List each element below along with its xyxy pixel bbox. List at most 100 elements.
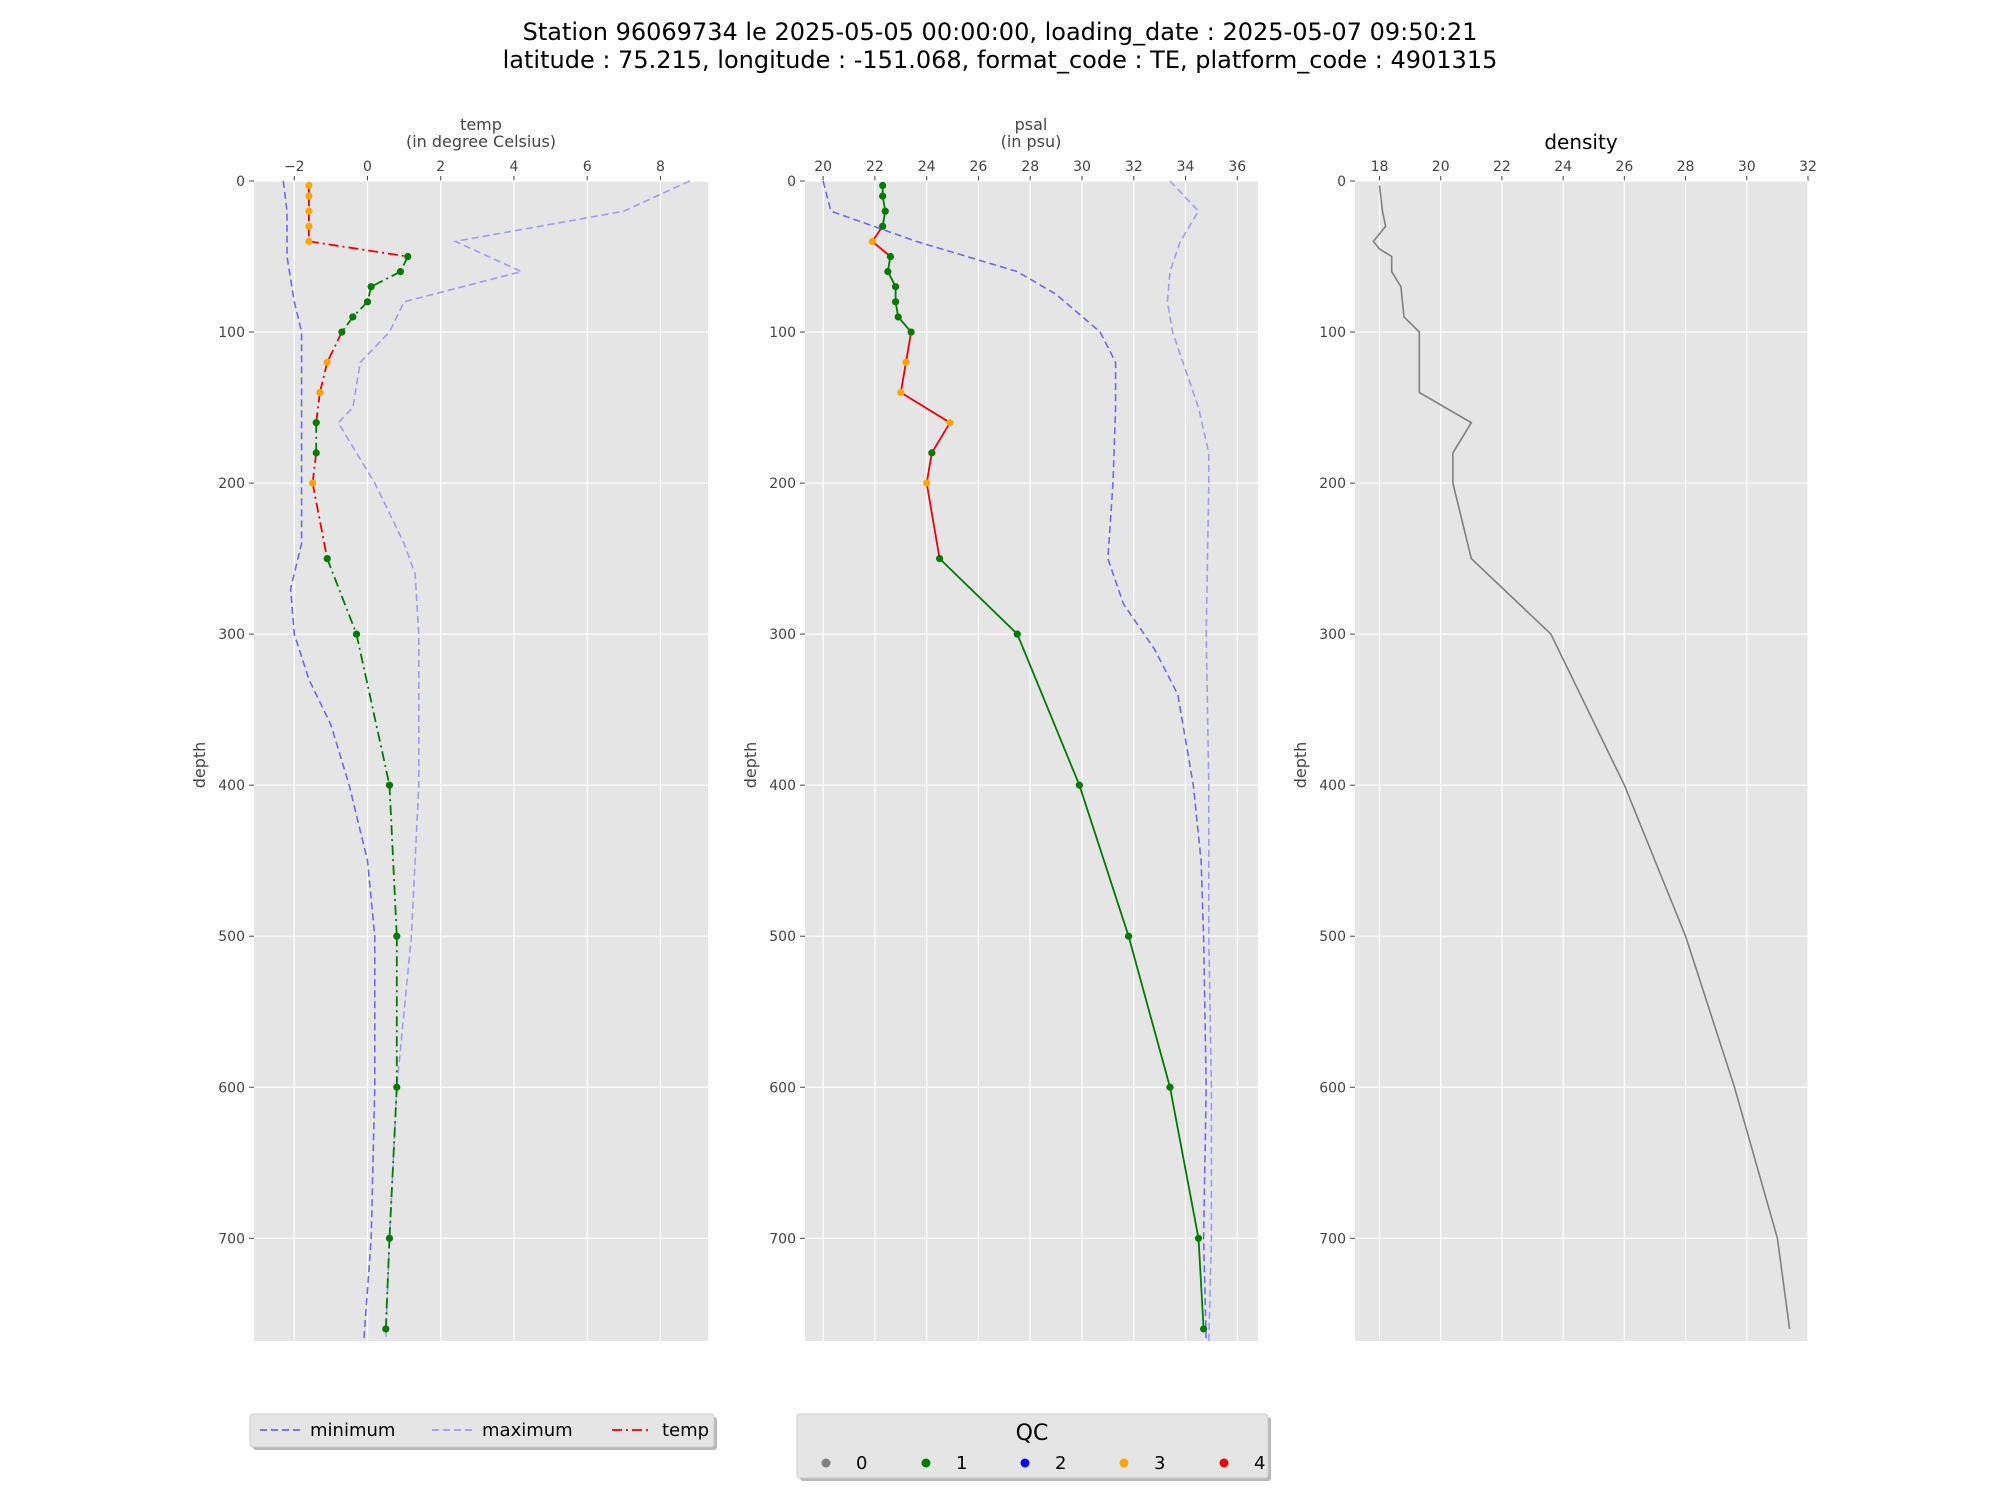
- psal-psal-segment: [938, 557, 1018, 635]
- temp-ytick-label: 0: [236, 174, 245, 190]
- temp-qc-point: [305, 181, 313, 190]
- temp-xtick-label: 2: [436, 159, 445, 175]
- psal-xtick-label: 22: [866, 159, 884, 175]
- temp-qc-point: [367, 283, 375, 291]
- legend-temp-label: temp: [662, 1420, 709, 1441]
- temp-temp-segment: [355, 633, 391, 786]
- psal-qc-point: [892, 298, 900, 306]
- temp-qc-point: [363, 298, 372, 306]
- temp-qc-point: [308, 479, 317, 487]
- psal-qc-point: [894, 313, 902, 321]
- psal-axis-unit: (in psu): [1001, 132, 1062, 151]
- qc-legend: QC 0 1 2 3 4: [796, 1413, 1271, 1481]
- psal-qc-point: [879, 222, 887, 230]
- psal-profile-panel: 20 22 24 26 28 30 32 34 36 0 100 200 300 400 500 600 700…: [741, 115, 1258, 1342]
- temp-xtick-label: 0: [363, 159, 372, 175]
- temp-qc-point: [352, 630, 361, 638]
- density-xtick-label: 22: [1493, 159, 1511, 175]
- temp-qc-point: [338, 328, 346, 336]
- density-ytick-label: 200: [1319, 476, 1346, 492]
- temp-temp-segment: [388, 785, 398, 937]
- psal-xtick-label: 26: [970, 159, 988, 175]
- temp-ytick-label: 600: [218, 1080, 245, 1096]
- density-ytick-label: 600: [1319, 1080, 1346, 1096]
- title-line-1: Station 96069734 le 2025-05-05 00:00:00,…: [523, 18, 1478, 46]
- temp-qc-point: [393, 1083, 401, 1091]
- psal-qc-point: [907, 328, 915, 336]
- psal-xtick-label: 30: [1073, 159, 1091, 175]
- qc-legend-label-3: 3: [1154, 1453, 1165, 1474]
- temp-temp-segment: [319, 362, 329, 393]
- temp-temp-segment: [370, 270, 401, 288]
- psal-xtick-label: 28: [1021, 159, 1039, 175]
- qc-legend-label-1: 1: [956, 1453, 967, 1474]
- psal-qc-point: [946, 419, 954, 427]
- density-xtick-label: 32: [1799, 159, 1817, 175]
- temp-ytick-label: 400: [218, 778, 245, 794]
- temp-temp-segment: [311, 452, 318, 484]
- density-xtick-label: 28: [1677, 159, 1695, 175]
- psal-qc-point: [868, 237, 876, 246]
- temp-ytick-label: 200: [218, 476, 245, 492]
- temp-axis-unit: (in degree Celsius): [406, 132, 556, 151]
- density-ytick-label: 300: [1319, 627, 1346, 643]
- psal-psal-segment: [931, 422, 951, 454]
- density-ytick-label: 100: [1319, 325, 1346, 341]
- psal-ytick-label: 500: [769, 929, 796, 945]
- temp-ytick-label: 300: [218, 627, 245, 643]
- psal-qc-point: [884, 268, 892, 276]
- qc-legend-marker-2: [1020, 1458, 1030, 1468]
- psal-maximum-line: [1166, 180, 1213, 1342]
- psal-psal-segment: [905, 331, 912, 363]
- density-title: density: [1544, 130, 1617, 154]
- temp-xtick-label: 6: [583, 159, 592, 175]
- temp-temp-segment: [315, 392, 321, 423]
- psal-qc-point: [1013, 630, 1021, 638]
- psal-psal-segment: [925, 482, 941, 559]
- temp-qc-point: [305, 237, 313, 246]
- density-profile-panel: 18 20 22 24 26 28 30 32 0 100 200 300 400 500 600 700 d…: [1291, 130, 1817, 1341]
- psal-ytick-label: 100: [769, 325, 796, 341]
- temp-temp-segment: [326, 331, 343, 363]
- temp-qc-point: [385, 781, 394, 789]
- psal-qc-point: [879, 181, 887, 190]
- psal-psal-segment: [925, 452, 933, 484]
- density-xtick-label: 20: [1432, 159, 1450, 175]
- density-xtick-label: 30: [1738, 159, 1756, 175]
- density-ytick-label: 500: [1319, 929, 1346, 945]
- density-xtick-label: 18: [1371, 159, 1389, 175]
- psal-qc-point: [1166, 1083, 1174, 1091]
- temp-qc-point: [316, 388, 324, 397]
- psal-ytick-label: 600: [769, 1080, 796, 1096]
- qc-legend-title: QC: [1016, 1421, 1049, 1446]
- psal-minimum-line: [822, 180, 1208, 1342]
- psal-qc-point: [936, 555, 944, 563]
- density-plot-area: [1355, 181, 1808, 1341]
- temp-qc-point: [312, 419, 320, 427]
- temp-qc-point: [323, 358, 331, 366]
- psal-xtick-label: 20: [814, 159, 832, 175]
- psal-psal-segment: [900, 391, 951, 424]
- temp-qc-point: [385, 1234, 394, 1242]
- density-ytick-label: 0: [1337, 174, 1346, 190]
- temp-qc-point: [323, 555, 331, 563]
- temp-axis-label: temp: [460, 115, 502, 134]
- temp-depth-label: depth: [190, 742, 209, 789]
- psal-qc-point: [928, 449, 936, 457]
- qc-legend-marker-0: [821, 1458, 831, 1468]
- temp-minimum-line: [282, 180, 376, 1342]
- psal-psal-segment: [1016, 633, 1081, 786]
- temp-qc-point: [312, 449, 320, 457]
- legend-minimum-label: minimum: [310, 1420, 395, 1441]
- temp-qc-point: [305, 192, 313, 200]
- psal-qc-point: [1075, 781, 1083, 789]
- line-legend-box: [249, 1413, 715, 1448]
- legend-maximum-label: maximum: [482, 1420, 573, 1441]
- psal-psal-segment: [899, 362, 907, 393]
- qc-legend-label-0: 0: [856, 1453, 867, 1474]
- temp-qc-point: [305, 222, 313, 230]
- qc-legend-marker-1: [921, 1458, 931, 1468]
- psal-plot-area: [805, 181, 1258, 1341]
- qc-legend-label-2: 2: [1055, 1453, 1066, 1474]
